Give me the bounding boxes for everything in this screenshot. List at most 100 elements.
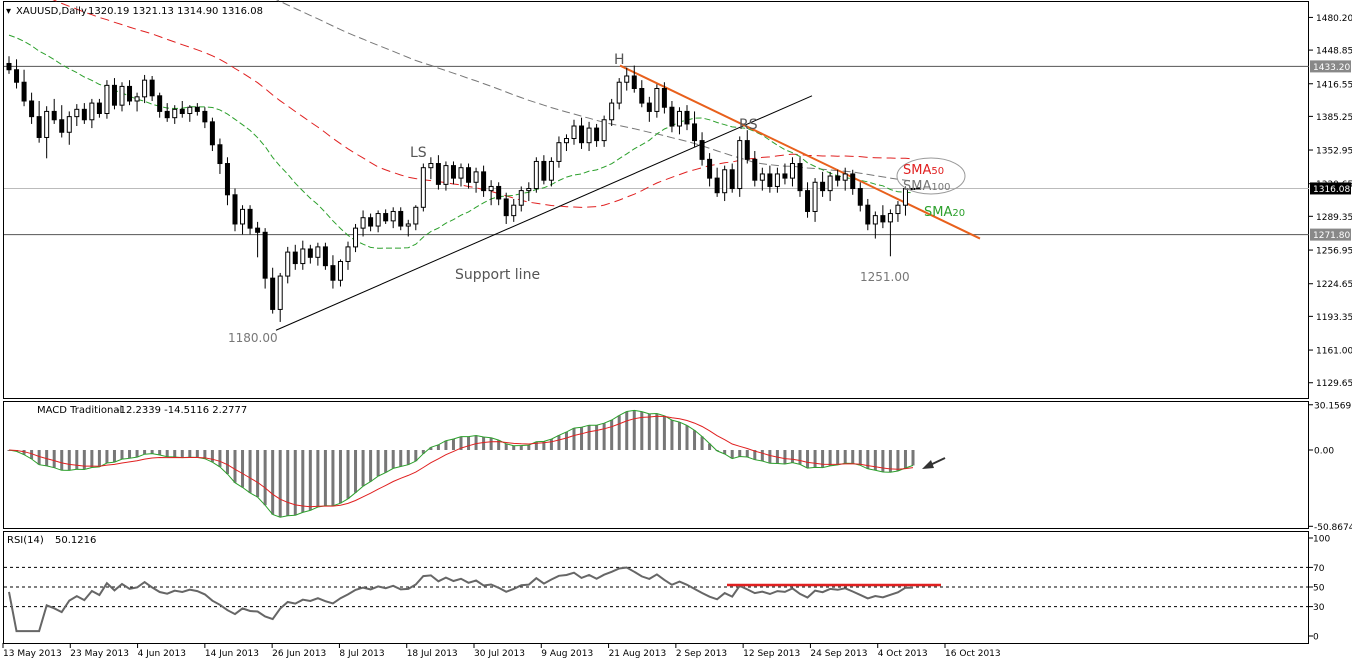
macd-histogram-bar — [745, 450, 749, 458]
macd-histogram-bar — [37, 450, 41, 465]
macd-histogram-bar — [444, 440, 448, 450]
candle-body — [624, 75, 630, 83]
macd-histogram-bar — [143, 450, 147, 455]
rsi-value: 50.1216 — [55, 535, 96, 546]
macd-histogram-bar — [700, 436, 704, 450]
macd-histogram-bar — [580, 427, 584, 450]
candle-body — [187, 106, 193, 115]
macd-histogram-bar — [903, 450, 907, 469]
candle-body — [194, 106, 200, 112]
candle-body — [337, 260, 343, 281]
candle-body — [767, 173, 773, 187]
ohlc-readout: 1320.19 1321.13 1314.90 1316.08 — [88, 6, 263, 17]
macd-histogram-bar — [549, 439, 553, 450]
candle-body — [179, 108, 185, 115]
macd-histogram-bar — [693, 430, 697, 450]
macd-histogram-bar — [595, 425, 599, 450]
macd-histogram-bar — [188, 450, 192, 458]
candle-body — [737, 140, 743, 190]
candle-body — [330, 265, 336, 281]
macd-histogram-bar — [519, 445, 523, 450]
candle-body — [556, 142, 562, 162]
candle-body — [172, 108, 178, 119]
macd-histogram-bar — [798, 450, 802, 465]
candle-body — [255, 227, 261, 233]
macd-histogram-bar — [836, 450, 840, 465]
candle-body — [488, 185, 494, 192]
macd-histogram-bar — [233, 450, 237, 483]
candle-body — [322, 246, 328, 267]
candle-body — [729, 169, 735, 190]
support-line-label: Support line — [455, 267, 540, 283]
macd-histogram-bar — [482, 437, 486, 450]
candle-body — [202, 110, 208, 123]
candle-body — [631, 75, 637, 89]
candle-body — [142, 79, 148, 98]
macd-histogram-bar — [391, 450, 395, 469]
date-axis-label: 23 May 2013 — [70, 649, 129, 659]
sma50-line — [52, 0, 914, 208]
macd-histogram-bar — [790, 450, 794, 463]
candle-body — [292, 251, 298, 265]
macd-histogram-bar — [248, 450, 252, 493]
candle-body — [676, 110, 682, 127]
macd-histogram-bar — [90, 450, 94, 468]
candle-body — [104, 84, 110, 115]
axis-layer: 1480.201448.851416.551385.251352.951320.… — [2, 14, 1352, 659]
macd-histogram-bar — [851, 450, 855, 464]
candle-body — [29, 100, 35, 118]
rsi-axis-label: 70 — [1313, 564, 1325, 574]
macd-histogram-bar — [369, 450, 373, 482]
macd-histogram-bar — [173, 450, 177, 457]
macd-histogram-bar — [293, 450, 297, 516]
macd-histogram-bar — [195, 450, 199, 458]
macd-histogram-bar — [97, 450, 101, 467]
candle-body — [240, 208, 246, 225]
candle-body — [458, 167, 464, 179]
macd-histogram-bar — [730, 450, 734, 459]
candle-body — [511, 204, 517, 217]
macd-histogram-bar — [896, 450, 900, 472]
macd-histogram-bar — [617, 415, 621, 450]
price-tag-label: 1433.20 — [1313, 63, 1350, 73]
candle-body — [345, 246, 351, 262]
candle-body — [526, 188, 532, 192]
candle-body — [89, 102, 95, 121]
macd-histogram-bar — [203, 450, 207, 459]
macd-histogram-bar — [708, 443, 712, 450]
candle-body — [835, 175, 841, 181]
candle-body — [880, 215, 886, 223]
macd-histogram-bar — [256, 450, 260, 498]
sma-legend: SMA50 SMA100 SMA20 — [896, 157, 966, 220]
macd-histogram-bar — [806, 450, 810, 469]
macd-histogram-bar — [451, 439, 455, 450]
macd-histogram-bar — [241, 450, 245, 488]
candle-body — [157, 95, 163, 112]
candle-body — [789, 163, 795, 179]
candle-body — [14, 69, 20, 83]
price-tag-box — [1310, 182, 1351, 195]
date-axis-label: 14 Jun 2013 — [205, 649, 259, 659]
date-axis-label: 24 Sep 2013 — [810, 649, 867, 659]
macd-histogram-bar — [662, 415, 666, 450]
sma100-line — [275, 0, 914, 182]
macd-histogram-bar — [406, 450, 410, 465]
candle-body — [232, 194, 238, 225]
macd-histogram-bar — [843, 450, 847, 464]
candle-body — [548, 160, 554, 181]
support-trendline — [275, 95, 813, 331]
macd-layer — [7, 409, 915, 518]
sma-legend-outline — [896, 157, 966, 195]
candle-body — [164, 110, 170, 119]
macd-histogram-bar — [602, 423, 606, 450]
candle-body — [902, 188, 908, 206]
price-axis-label: 1129.65 — [1316, 379, 1352, 389]
candle-body — [428, 163, 434, 169]
macd-histogram-bar — [45, 450, 49, 466]
candle-body — [353, 227, 359, 248]
date-axis-label: 18 Jul 2013 — [407, 649, 458, 659]
date-axis-label: 4 Oct 2013 — [878, 649, 928, 659]
candle-body — [405, 223, 411, 227]
macd-histogram-bar — [467, 436, 471, 450]
